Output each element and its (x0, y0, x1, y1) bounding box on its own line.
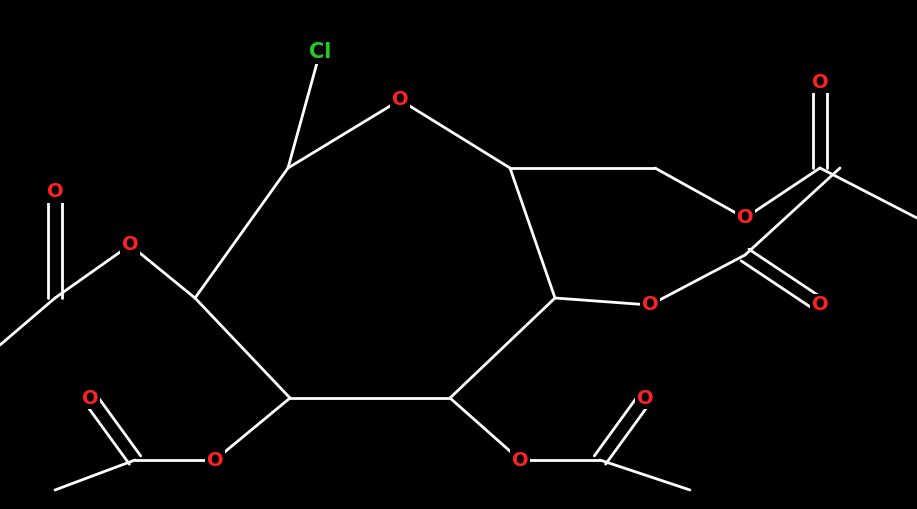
Text: O: O (642, 296, 658, 315)
Text: O: O (122, 236, 138, 254)
Text: O: O (206, 450, 224, 469)
Text: O: O (812, 72, 828, 92)
Text: O: O (82, 388, 98, 408)
Text: O: O (47, 183, 63, 202)
Text: O: O (812, 296, 828, 315)
Text: O: O (392, 91, 408, 109)
Text: O: O (636, 388, 653, 408)
Text: O: O (512, 450, 528, 469)
Text: Cl: Cl (309, 42, 331, 62)
Text: O: O (736, 209, 753, 228)
